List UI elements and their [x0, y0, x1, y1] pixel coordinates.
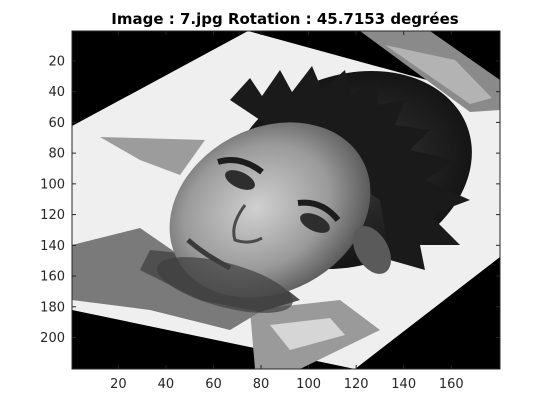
y-tick-label: 160	[40, 270, 65, 285]
photo-eyebrow-right	[297, 199, 341, 222]
photo-nose	[232, 204, 263, 244]
y-axis: 20 40 60 80 100 120 140 160 180 200	[40, 54, 500, 346]
x-tick-label: 140	[391, 377, 416, 392]
y-tick-label: 200	[40, 331, 65, 346]
axes-box	[71, 30, 501, 370]
y-tick-label: 20	[48, 54, 65, 69]
x-tick-label: 120	[344, 377, 369, 392]
y-tick-label: 80	[48, 147, 65, 162]
photo-background-band	[100, 137, 205, 175]
x-tick-label: 20	[110, 377, 127, 392]
x-tick-label: 40	[158, 377, 175, 392]
image-display	[72, 31, 500, 369]
x-tick-label: 80	[253, 377, 270, 392]
x-tick-label: 160	[439, 377, 464, 392]
photo-face	[169, 122, 371, 298]
photo-eye-left	[225, 170, 255, 190]
figure-title: Image : 7.jpg Rotation : 45.7153 degrées	[111, 10, 458, 28]
y-tick-label: 140	[40, 239, 65, 254]
y-tick-label: 120	[40, 208, 65, 223]
photo-eye-right	[300, 213, 330, 233]
photo-background-band	[270, 318, 345, 350]
photo-ear	[353, 226, 391, 274]
x-axis: 20 40 60 80 100 120 140 160	[110, 31, 464, 392]
x-tick-label: 60	[205, 377, 222, 392]
y-tick-label: 60	[48, 116, 65, 131]
y-tick-label: 100	[40, 177, 65, 192]
x-tick-label: 100	[296, 377, 321, 392]
y-tick-label: 180	[40, 300, 65, 315]
photo-jaw-shadow	[157, 257, 293, 313]
photo-eyebrow-left	[217, 157, 264, 175]
y-tick-label: 40	[48, 85, 65, 100]
photo-background-band	[385, 45, 492, 104]
